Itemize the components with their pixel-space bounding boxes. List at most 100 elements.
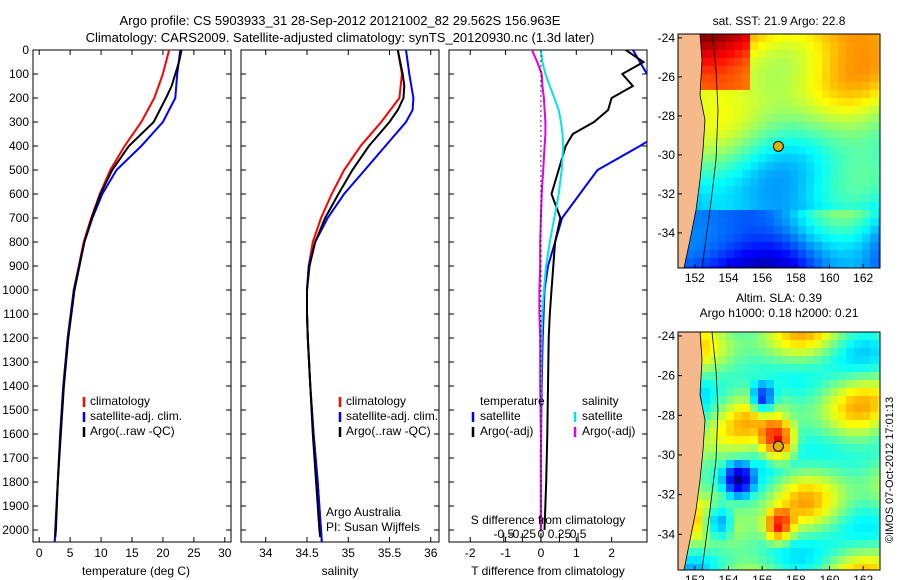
map-cell: [750, 340, 758, 348]
map-cell: [782, 210, 790, 218]
map-cell: [734, 364, 742, 372]
map-cell: [766, 404, 774, 412]
depth-tick-label: 1400: [2, 379, 29, 393]
map-cell: [814, 266, 822, 268]
map-cell: [830, 42, 838, 50]
map-cell: [726, 42, 734, 50]
map-cell: [758, 154, 766, 162]
map-cell: [870, 34, 878, 42]
map-cell: [814, 364, 822, 372]
map-cell: [758, 348, 766, 356]
map-cell: [870, 106, 878, 114]
map-cell: [742, 532, 750, 540]
map-cell: [854, 484, 862, 492]
map-cell: [742, 218, 750, 226]
map-cell: [814, 170, 822, 178]
map-cell: [878, 468, 880, 476]
map-cell: [790, 452, 798, 460]
sla-map-ytick-label: -34: [658, 527, 676, 541]
map-cell: [806, 428, 814, 436]
map-cell: [702, 564, 710, 570]
map-cell: [798, 332, 806, 340]
map-cell: [750, 476, 758, 484]
sla-map-ytick-label: -30: [658, 448, 676, 462]
map-cell: [838, 178, 846, 186]
map-cell: [734, 396, 742, 404]
sla-map-ytick-label: -24: [658, 329, 676, 343]
map-cell: [790, 508, 798, 516]
sst-map-xtick-label: 154: [718, 271, 738, 285]
map-cell: [838, 50, 846, 58]
map-cell: [798, 452, 806, 460]
map-cell: [806, 250, 814, 258]
map-cell: [766, 412, 774, 420]
map-cell: [766, 146, 774, 154]
map-cell: [790, 428, 798, 436]
temperature-xtick-label: 10: [94, 546, 108, 560]
map-cell: [862, 42, 870, 50]
map-cell: [830, 564, 838, 570]
map-cell: [846, 532, 854, 540]
map-cell: [878, 364, 880, 372]
map-cell: [822, 202, 830, 210]
map-cell: [718, 396, 726, 404]
map-cell: [870, 348, 878, 356]
map-cell: [870, 420, 878, 428]
map-cell: [814, 58, 822, 66]
map-cell: [710, 122, 718, 130]
map-cell: [702, 66, 710, 74]
map-cell: [774, 250, 782, 258]
map-cell: [798, 564, 806, 570]
map-cell: [798, 524, 806, 532]
map-cell: [718, 66, 726, 74]
map-cell: [806, 210, 814, 218]
map-cell: [862, 122, 870, 130]
map-cell: [838, 98, 846, 106]
depth-tick-label: 1300: [2, 355, 29, 369]
map-cell: [790, 444, 798, 452]
map-cell: [750, 372, 758, 380]
map-cell: [862, 564, 870, 570]
map-cell: [774, 540, 782, 548]
map-cell: [766, 564, 774, 570]
map-cell: [774, 114, 782, 122]
map-cell: [782, 452, 790, 460]
map-cell: [878, 50, 880, 58]
map-cell: [846, 516, 854, 524]
map-cell: [718, 122, 726, 130]
map-cell: [758, 186, 766, 194]
map-cell: [718, 428, 726, 436]
map-cell: [822, 178, 830, 186]
map-cell: [854, 170, 862, 178]
map-cell: [750, 154, 758, 162]
sla-map-image: [678, 332, 880, 570]
map-cell: [742, 50, 750, 58]
map-cell: [846, 404, 854, 412]
map-cell: [798, 348, 806, 356]
map-cell: [790, 66, 798, 74]
map-cell: [798, 170, 806, 178]
map-cell: [830, 266, 838, 268]
map-cell: [870, 234, 878, 242]
map-cell: [742, 516, 750, 524]
map-cell: [814, 404, 822, 412]
map-cell: [710, 532, 718, 540]
map-cell: [782, 404, 790, 412]
map-cell: [798, 146, 806, 154]
map-cell: [750, 492, 758, 500]
map-cell: [758, 82, 766, 90]
map-cell: [814, 234, 822, 242]
sla-map-frame: [677, 331, 881, 571]
map-cell: [830, 332, 838, 340]
map-cell: [846, 372, 854, 380]
map-cell: [774, 82, 782, 90]
map-cell: [878, 356, 880, 364]
sla-map-xtick-label: 156: [752, 573, 772, 580]
map-cell: [758, 508, 766, 516]
map-cell: [854, 82, 862, 90]
map-cell: [710, 34, 718, 42]
map-cell: [758, 178, 766, 186]
map-cell: [790, 202, 798, 210]
map-cell: [854, 452, 862, 460]
map-cell: [870, 372, 878, 380]
